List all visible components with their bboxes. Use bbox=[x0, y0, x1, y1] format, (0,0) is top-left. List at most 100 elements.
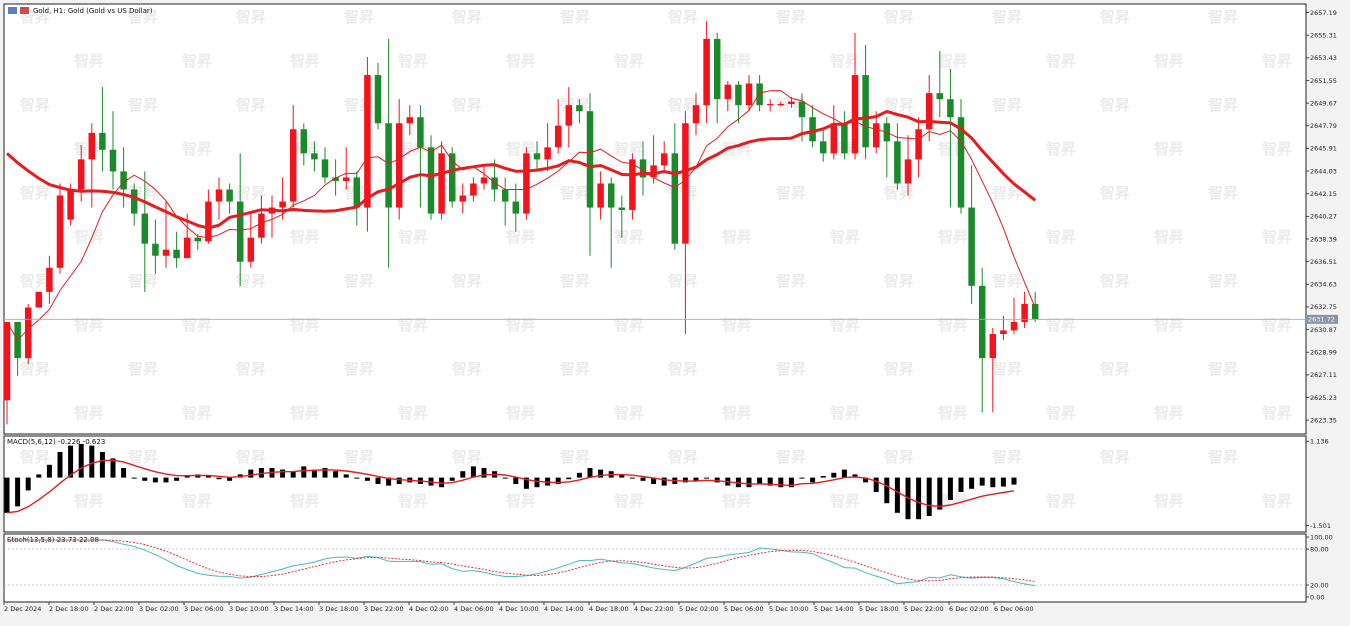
watermark: 智昇 bbox=[614, 492, 644, 510]
macd-bar bbox=[841, 469, 847, 478]
macd-bar bbox=[969, 477, 975, 489]
watermark: 智昇 bbox=[236, 184, 266, 202]
macd-bar bbox=[311, 469, 317, 478]
candle-body bbox=[915, 129, 922, 160]
macd-bar bbox=[1000, 477, 1006, 487]
price-tick-label: 2634.63 bbox=[1310, 281, 1337, 289]
price-tick-label: 2636.51 bbox=[1310, 258, 1337, 266]
price-tick-label: 2644.03 bbox=[1310, 167, 1337, 175]
watermark: 智昇 bbox=[398, 228, 428, 246]
macd-histogram bbox=[4, 444, 1017, 520]
watermark: 智昇 bbox=[884, 184, 914, 202]
watermark: 智昇 bbox=[236, 8, 266, 26]
candle-body bbox=[141, 213, 149, 244]
watermark: 智昇 bbox=[992, 8, 1022, 26]
candle-body bbox=[480, 177, 488, 184]
ma-fast-line bbox=[6, 90, 1036, 341]
watermark: 智昇 bbox=[1262, 316, 1292, 334]
watermark: 智昇 bbox=[20, 184, 50, 202]
candle-body bbox=[798, 101, 806, 118]
watermark: 智昇 bbox=[1154, 52, 1184, 70]
watermark: 智昇 bbox=[506, 404, 536, 422]
watermark: 智昇 bbox=[452, 360, 482, 378]
watermark: 智昇 bbox=[884, 360, 914, 378]
watermark: 智昇 bbox=[776, 8, 806, 26]
macd-bar bbox=[990, 477, 996, 488]
candle-body bbox=[968, 207, 975, 286]
macd-tick-label: 1.136 bbox=[1310, 438, 1329, 446]
time-tick-label: 5 Dec 06:00 bbox=[724, 605, 764, 613]
candle-body bbox=[279, 201, 286, 208]
candle-body bbox=[300, 129, 308, 154]
candle-body bbox=[24, 307, 32, 359]
candle-body bbox=[766, 103, 774, 106]
watermark: 智昇 bbox=[1208, 360, 1238, 378]
time-tick-label: 5 Dec 10:00 bbox=[769, 605, 809, 613]
candle-body bbox=[554, 125, 562, 148]
watermark: 智昇 bbox=[938, 228, 968, 246]
watermark: 智昇 bbox=[128, 360, 158, 378]
macd-bar bbox=[810, 477, 816, 483]
candle-body bbox=[544, 147, 551, 160]
candle-body bbox=[470, 183, 477, 196]
watermark: 智昇 bbox=[74, 492, 104, 510]
watermark: 智昇 bbox=[74, 316, 104, 334]
macd-bar bbox=[4, 477, 10, 513]
macd-bar bbox=[523, 477, 529, 489]
symbol-icon bbox=[8, 7, 17, 14]
price-tick-label: 2653.43 bbox=[1310, 54, 1337, 62]
time-tick-label: 4 Dec 10:00 bbox=[499, 605, 539, 613]
macd-bar bbox=[534, 477, 540, 488]
watermark: 智昇 bbox=[1046, 404, 1076, 422]
macd-bar bbox=[757, 477, 763, 484]
macd-bar bbox=[333, 471, 339, 478]
time-tick-label: 3 Dec 14:00 bbox=[274, 605, 314, 613]
watermark: 智昇 bbox=[290, 316, 320, 334]
watermark: 智昇 bbox=[992, 448, 1022, 466]
price-tick-label: 2640.27 bbox=[1310, 213, 1337, 221]
candle-body bbox=[894, 141, 901, 184]
watermark: 智昇 bbox=[452, 448, 482, 466]
macd-bar bbox=[778, 477, 784, 488]
macd-signal-line bbox=[6, 459, 1015, 514]
watermark: 智昇 bbox=[776, 272, 806, 290]
watermark: 智昇 bbox=[1154, 316, 1184, 334]
candle-body bbox=[226, 189, 233, 202]
time-tick-label: 4 Dec 22:00 bbox=[634, 605, 674, 613]
watermark: 智昇 bbox=[506, 228, 536, 246]
macd-bar bbox=[354, 477, 360, 479]
candle-body bbox=[491, 177, 498, 190]
macd-bar bbox=[216, 477, 222, 480]
watermark: 智昇 bbox=[830, 228, 860, 246]
watermark: 智昇 bbox=[290, 492, 320, 510]
price-tick-label: 2647.79 bbox=[1310, 122, 1337, 130]
watermark: 智昇 bbox=[74, 52, 104, 70]
watermark: 智昇 bbox=[938, 52, 968, 70]
watermark: 智昇 bbox=[506, 316, 536, 334]
macd-bar bbox=[131, 477, 137, 479]
watermark: 智昇 bbox=[398, 52, 428, 70]
macd-bar bbox=[746, 477, 752, 488]
macd-bar bbox=[449, 477, 455, 481]
macd-bar bbox=[152, 477, 158, 483]
candle-body bbox=[183, 237, 191, 259]
price-tick-label: 2630.87 bbox=[1310, 326, 1337, 334]
watermark: 智昇 bbox=[722, 404, 752, 422]
watermark: 智昇 bbox=[1262, 492, 1292, 510]
watermark: 智昇 bbox=[938, 404, 968, 422]
watermark: 智昇 bbox=[1046, 228, 1076, 246]
candle-body bbox=[851, 75, 859, 154]
watermark: 智昇 bbox=[128, 96, 158, 114]
macd-bar bbox=[99, 452, 105, 478]
candle-body bbox=[1031, 303, 1039, 320]
watermark: 智昇 bbox=[236, 272, 266, 290]
watermark: 智昇 bbox=[668, 360, 698, 378]
candle-body bbox=[321, 159, 329, 178]
macd-bar bbox=[598, 469, 604, 478]
candle-body bbox=[67, 189, 74, 220]
candle-body bbox=[607, 183, 615, 208]
watermark: 智昇 bbox=[290, 228, 320, 246]
price-pane[interactable] bbox=[3, 3, 1307, 435]
